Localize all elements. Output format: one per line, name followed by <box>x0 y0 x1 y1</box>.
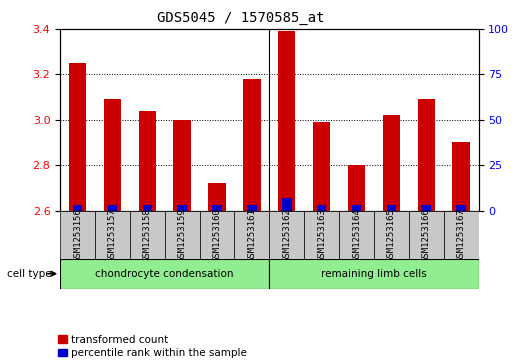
Bar <box>174 120 191 211</box>
Bar <box>452 143 470 211</box>
Text: chondrocyte condensation: chondrocyte condensation <box>96 269 234 279</box>
FancyBboxPatch shape <box>269 259 479 289</box>
Bar <box>208 183 226 211</box>
Text: GSM1253160: GSM1253160 <box>212 208 222 262</box>
Bar <box>142 205 152 211</box>
Text: GDS5045 / 1570585_at: GDS5045 / 1570585_at <box>157 11 324 25</box>
FancyBboxPatch shape <box>304 211 339 260</box>
FancyBboxPatch shape <box>374 211 409 260</box>
FancyBboxPatch shape <box>200 211 234 260</box>
Bar <box>73 205 83 211</box>
Text: GSM1253167: GSM1253167 <box>457 208 465 262</box>
FancyBboxPatch shape <box>444 211 479 260</box>
FancyBboxPatch shape <box>234 211 269 260</box>
Bar <box>104 99 121 211</box>
Text: GSM1253165: GSM1253165 <box>387 208 396 262</box>
FancyBboxPatch shape <box>60 211 95 260</box>
Bar <box>177 205 187 211</box>
Bar <box>243 79 260 211</box>
FancyBboxPatch shape <box>130 211 165 260</box>
FancyBboxPatch shape <box>269 211 304 260</box>
Text: GSM1253166: GSM1253166 <box>422 208 431 262</box>
Text: GSM1253159: GSM1253159 <box>178 208 187 262</box>
Text: remaining limb cells: remaining limb cells <box>321 269 427 279</box>
Text: GSM1253157: GSM1253157 <box>108 208 117 262</box>
Text: GSM1253156: GSM1253156 <box>73 208 82 262</box>
Text: GSM1253163: GSM1253163 <box>317 208 326 262</box>
Bar <box>386 205 396 211</box>
Bar <box>383 115 400 211</box>
Text: GSM1253161: GSM1253161 <box>247 208 256 262</box>
Text: GSM1253162: GSM1253162 <box>282 208 291 262</box>
Bar <box>456 205 466 211</box>
Bar <box>282 198 292 211</box>
FancyBboxPatch shape <box>165 211 200 260</box>
Text: cell type: cell type <box>7 269 51 279</box>
Bar <box>348 165 365 211</box>
FancyBboxPatch shape <box>95 211 130 260</box>
FancyBboxPatch shape <box>60 259 269 289</box>
Bar <box>247 205 257 211</box>
Text: GSM1253164: GSM1253164 <box>352 208 361 262</box>
Bar <box>317 205 326 211</box>
Bar <box>212 205 222 211</box>
Bar <box>69 63 86 211</box>
Bar <box>108 205 117 211</box>
FancyBboxPatch shape <box>409 211 444 260</box>
Bar <box>278 31 295 211</box>
Bar <box>417 99 435 211</box>
Text: GSM1253158: GSM1253158 <box>143 208 152 262</box>
Legend: transformed count, percentile rank within the sample: transformed count, percentile rank withi… <box>58 335 247 358</box>
Bar <box>422 205 431 211</box>
FancyBboxPatch shape <box>339 211 374 260</box>
Bar <box>313 122 331 211</box>
Bar <box>351 205 361 211</box>
Bar <box>139 111 156 211</box>
